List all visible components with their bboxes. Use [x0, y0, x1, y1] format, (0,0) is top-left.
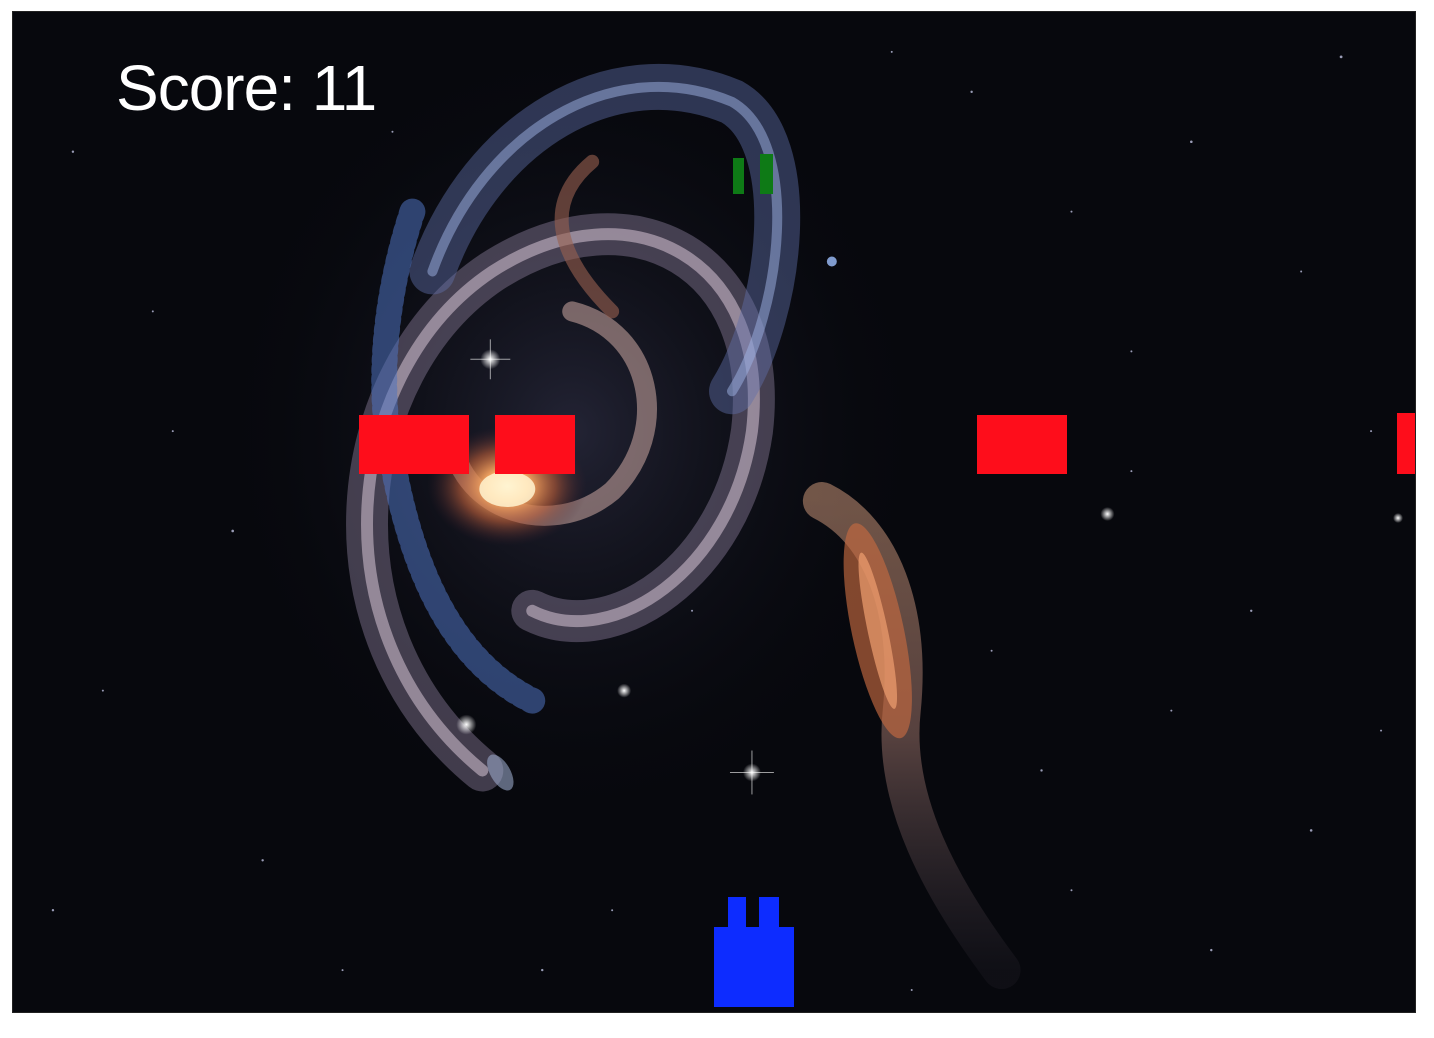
- enemy-block: [1397, 413, 1415, 474]
- enemy-block: [359, 415, 469, 474]
- player-cannon-right: [759, 897, 779, 929]
- enemy-block: [495, 415, 575, 474]
- galaxy-background: [13, 12, 1415, 1012]
- enemy-block: [977, 415, 1067, 474]
- score-display: Score: 11: [116, 52, 377, 124]
- bullet: [733, 158, 744, 194]
- player-cannon-left: [728, 897, 746, 929]
- player-body: [714, 927, 794, 1007]
- game-canvas[interactable]: Score: 11: [12, 11, 1416, 1013]
- bullet: [760, 154, 773, 194]
